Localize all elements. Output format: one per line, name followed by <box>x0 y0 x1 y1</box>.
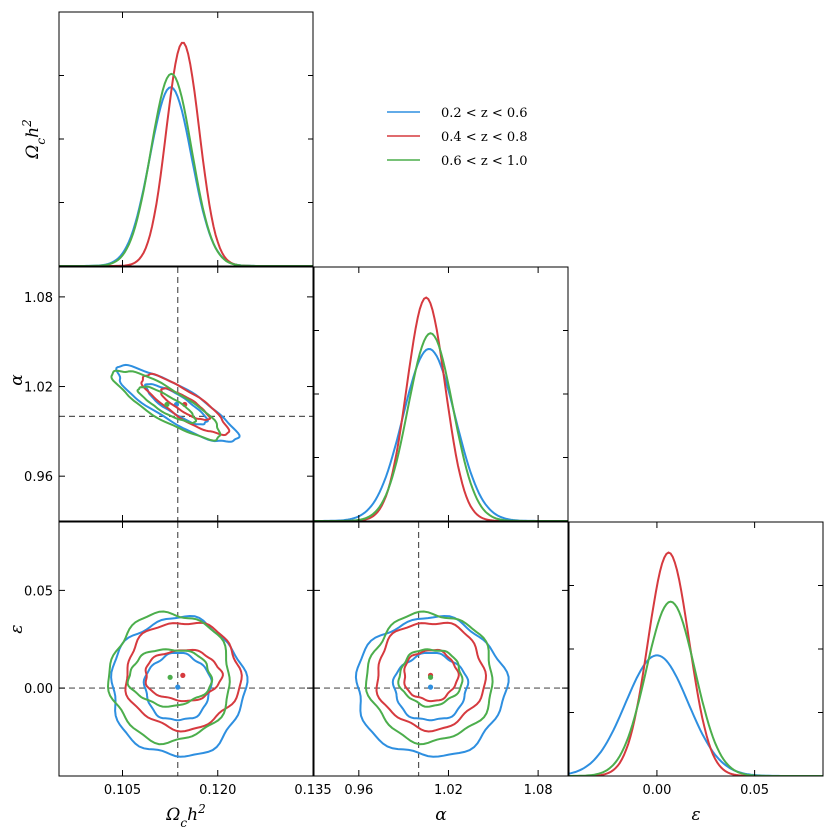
contour-outer-z_0.6_1.0 <box>106 610 231 746</box>
contour-inner-z_0.6_1.0 <box>397 648 464 708</box>
contour-outer-z_0.4_0.8 <box>140 372 231 437</box>
x-tick-label: 0.05 <box>740 783 769 798</box>
x-axis-label-omega: Ωch2 <box>165 802 205 827</box>
best-fit-point-z_0.6_1.0 <box>427 674 434 680</box>
marginal-curve-z_0.2_0.6 <box>314 347 568 521</box>
best-fit-point-z_0.2_0.6 <box>175 684 181 690</box>
panel-omega-epsilon: 0.105 0.120 0.135 0.00 0.05 <box>24 521 332 798</box>
contour-outer-z_0.2_0.6 <box>354 614 510 758</box>
y-tick-label: 0.00 <box>24 682 53 697</box>
panel-alpha-alpha <box>313 266 569 522</box>
y-axis-label-alpha: α <box>7 374 27 386</box>
best-fit-point-z_0.4_0.8 <box>180 672 186 678</box>
y-tick-label: 0.96 <box>24 470 53 485</box>
y-axis-label-omega: Ωch2 <box>20 119 48 159</box>
marginal-curve-z_0.6_1.0 <box>569 600 823 776</box>
panel-frame <box>58 521 314 777</box>
contour-outer-z_0.4_0.8 <box>124 621 243 733</box>
panel-content <box>59 41 313 266</box>
legend: 0.2 < z < 0.6 0.4 < z < 0.8 0.6 < z < 1.0 <box>387 106 528 169</box>
panel-frame <box>313 521 569 777</box>
marginal-curve-z_0.4_0.8 <box>569 551 823 776</box>
x-axis-label-epsilon: ε <box>691 805 700 825</box>
marginal-curve-z_0.4_0.8 <box>314 296 568 521</box>
panel-frame <box>568 521 824 777</box>
x-axis-label-alpha: α <box>435 805 447 825</box>
contour-inner-z_0.2_0.6 <box>142 651 213 722</box>
legend-label-z_0.6_1.0: 0.6 < z < 1.0 <box>441 154 528 169</box>
marginal-curve-z_0.6_1.0 <box>59 72 313 266</box>
contour-inner-z_0.4_0.8 <box>403 648 460 703</box>
contour-inner-z_0.6_1.0 <box>126 648 214 708</box>
panel-frame <box>313 266 569 522</box>
contour-inner-z_0.2_0.6 <box>391 651 470 722</box>
x-tick-label: 0.135 <box>294 783 331 798</box>
legend-label-z_0.2_0.6: 0.2 < z < 0.6 <box>441 106 528 121</box>
panel-content <box>59 522 313 776</box>
contour-inner-z_0.6_1.0 <box>136 385 198 425</box>
x-tick-label: 0.120 <box>199 783 236 798</box>
x-tick-label: 0.96 <box>344 783 373 798</box>
x-tick-label: 1.02 <box>434 783 463 798</box>
panel-content <box>569 551 823 776</box>
contour-inner-z_0.4_0.8 <box>144 648 224 703</box>
marginal-curve-z_0.6_1.0 <box>314 332 568 521</box>
contour-outer-z_0.6_1.0 <box>364 610 494 746</box>
best-fit-point-z_0.2_0.6 <box>427 684 434 690</box>
legend-label-z_0.4_0.8: 0.4 < z < 0.8 <box>441 130 528 145</box>
contour-outer-z_0.4_0.8 <box>375 621 488 733</box>
best-fit-point-z_0.6_1.0 <box>164 401 170 408</box>
panel-omega-alpha: 0.96 1.02 1.08 <box>24 266 314 522</box>
panel-content <box>314 522 568 776</box>
x-tick-label: 0.00 <box>642 783 671 798</box>
y-axis-label-epsilon: ε <box>7 624 27 633</box>
panel-content <box>59 267 313 521</box>
x-tick-label: 1.08 <box>524 783 553 798</box>
y-tick-label: 1.08 <box>24 291 53 306</box>
panel-alpha-epsilon: 0.96 1.02 1.08 <box>313 521 569 798</box>
panel-omega-omega <box>58 11 314 267</box>
marginal-curve-z_0.2_0.6 <box>569 654 823 776</box>
panel-content <box>314 296 568 521</box>
x-tick-label: 0.105 <box>104 783 141 798</box>
panel-frame <box>58 266 314 522</box>
marginal-curve-z_0.4_0.8 <box>59 41 313 266</box>
panels-layer: 0.96 1.02 1.08 0.105 0.120 0.135 0.00 0.05 0.96 1… <box>7 11 824 827</box>
panel-epsilon-epsilon: 0.00 0.05 <box>568 521 824 798</box>
y-tick-label: 0.05 <box>24 584 53 599</box>
best-fit-point-z_0.6_1.0 <box>167 674 173 680</box>
y-tick-label: 1.02 <box>24 381 53 396</box>
contour-outer-z_0.6_1.0 <box>110 369 222 442</box>
